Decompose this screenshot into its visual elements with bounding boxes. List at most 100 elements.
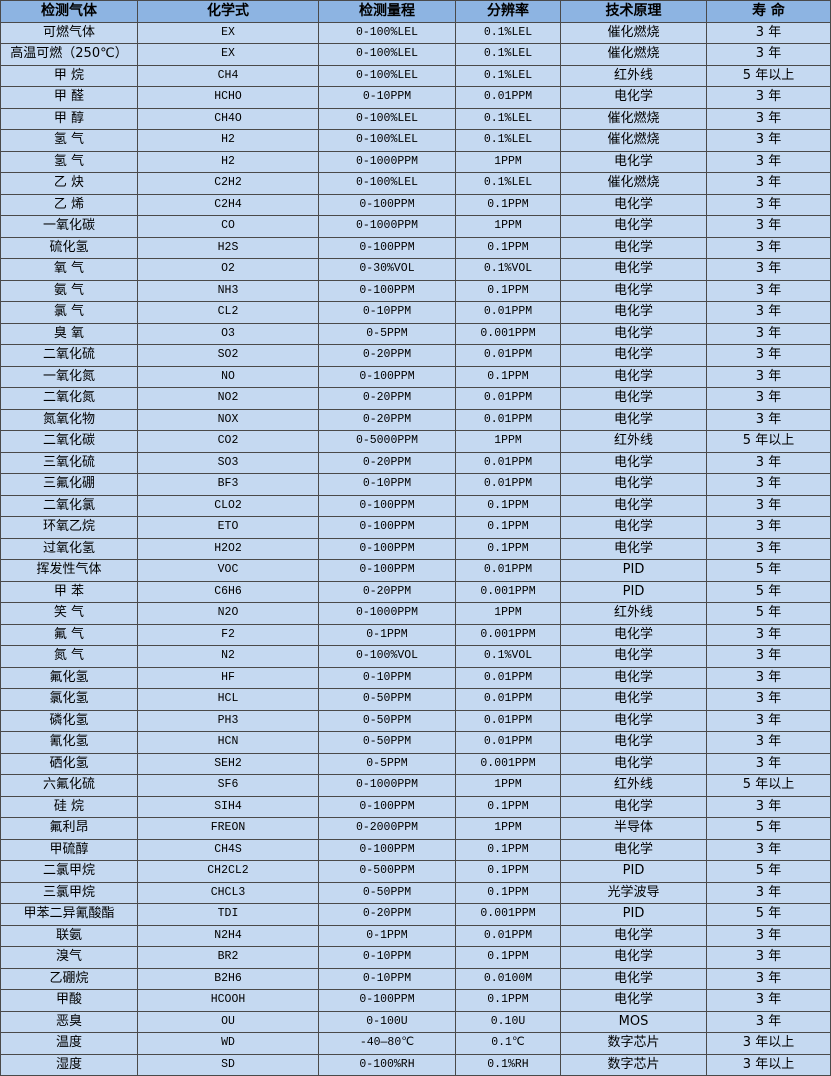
range-cell: 0-100%LEL bbox=[318, 129, 456, 152]
range-cell: 0-1000PPM bbox=[318, 215, 456, 238]
lifespan-cell: 3 年 bbox=[706, 301, 831, 324]
header-resolution: 分辨率 bbox=[455, 0, 561, 23]
range-cell: 0-100%LEL bbox=[318, 21, 456, 44]
gas-name-cell: 氟 气 bbox=[0, 623, 138, 646]
principle-cell: 电化学 bbox=[560, 344, 707, 367]
table-row: 氧 气 O2 0-30%VOL 0.1%VOL 电化学 3 年 bbox=[0, 258, 831, 281]
table-row: 硒化氢 SEH2 0-5PPM 0.001PPM 电化学 3 年 bbox=[0, 752, 831, 775]
table-row: 三氟化硼 BF3 0-10PPM 0.01PPM 电化学 3 年 bbox=[0, 473, 831, 496]
lifespan-cell: 3 年 bbox=[706, 279, 831, 302]
formula-cell: NO bbox=[137, 365, 319, 388]
principle-cell: 电化学 bbox=[560, 236, 707, 259]
range-cell: 0-10PPM bbox=[318, 86, 456, 109]
principle-cell: 电化学 bbox=[560, 666, 707, 689]
formula-cell: NH3 bbox=[137, 279, 319, 302]
gas-name-cell: 氨 气 bbox=[0, 279, 138, 302]
resolution-cell: 0.1PPM bbox=[455, 365, 561, 388]
table-row: 二氧化氯 CLO2 0-100PPM 0.1PPM 电化学 3 年 bbox=[0, 494, 831, 517]
resolution-cell: 0.1%RH bbox=[455, 1053, 561, 1076]
lifespan-cell: 3 年 bbox=[706, 688, 831, 711]
range-cell: 0-20PPM bbox=[318, 344, 456, 367]
formula-cell: SEH2 bbox=[137, 752, 319, 775]
range-cell: 0-1PPM bbox=[318, 924, 456, 947]
principle-cell: PID bbox=[560, 903, 707, 926]
gas-name-cell: 二氧化硫 bbox=[0, 344, 138, 367]
gas-name-cell: 甲 烷 bbox=[0, 64, 138, 87]
formula-cell: CH4S bbox=[137, 838, 319, 861]
resolution-cell: 0.1PPM bbox=[455, 989, 561, 1012]
resolution-cell: 0.01PPM bbox=[455, 709, 561, 732]
principle-cell: 电化学 bbox=[560, 516, 707, 539]
formula-cell: H2O2 bbox=[137, 537, 319, 560]
formula-cell: C6H6 bbox=[137, 580, 319, 603]
range-cell: 0-100PPM bbox=[318, 838, 456, 861]
range-cell: 0-100PPM bbox=[318, 279, 456, 302]
formula-cell: H2 bbox=[137, 129, 319, 152]
table-row: 甲苯二异氰酸酯 TDI 0-20PPM 0.001PPM PID 5 年 bbox=[0, 903, 831, 926]
formula-cell: SF6 bbox=[137, 774, 319, 797]
table-row: 恶臭 OU 0-100U 0.10U MOS 3 年 bbox=[0, 1010, 831, 1033]
resolution-cell: 0.1PPM bbox=[455, 795, 561, 818]
table-row: 氨 气 NH3 0-100PPM 0.1PPM 电化学 3 年 bbox=[0, 279, 831, 302]
resolution-cell: 0.1%LEL bbox=[455, 21, 561, 44]
table-row: 二氧化硫 SO2 0-20PPM 0.01PPM 电化学 3 年 bbox=[0, 344, 831, 367]
table-row: 甲硫醇 CH4S 0-100PPM 0.1PPM 电化学 3 年 bbox=[0, 838, 831, 861]
range-cell: 0-5PPM bbox=[318, 322, 456, 345]
table-row: 氢 气 H2 0-100%LEL 0.1%LEL 催化燃烧 3 年 bbox=[0, 129, 831, 152]
lifespan-cell: 3 年 bbox=[706, 107, 831, 130]
resolution-cell: 0.01PPM bbox=[455, 451, 561, 474]
resolution-cell: 0.001PPM bbox=[455, 903, 561, 926]
table-row: 磷化氢 PH3 0-50PPM 0.01PPM 电化学 3 年 bbox=[0, 709, 831, 732]
table-row: 溴气 BR2 0-10PPM 0.1PPM 电化学 3 年 bbox=[0, 946, 831, 969]
lifespan-cell: 3 年 bbox=[706, 172, 831, 195]
gas-name-cell: 臭 氧 bbox=[0, 322, 138, 345]
table-row: 乙硼烷 B2H6 0-10PPM 0.0100M 电化学 3 年 bbox=[0, 967, 831, 990]
principle-cell: 电化学 bbox=[560, 279, 707, 302]
range-cell: 0-10PPM bbox=[318, 666, 456, 689]
resolution-cell: 0.001PPM bbox=[455, 623, 561, 646]
resolution-cell: 0.1PPM bbox=[455, 838, 561, 861]
lifespan-cell: 5 年以上 bbox=[706, 774, 831, 797]
range-cell: 0-50PPM bbox=[318, 688, 456, 711]
principle-cell: 电化学 bbox=[560, 752, 707, 775]
principle-cell: 数字芯片 bbox=[560, 1032, 707, 1055]
principle-cell: 电化学 bbox=[560, 322, 707, 345]
principle-cell: 电化学 bbox=[560, 473, 707, 496]
principle-cell: 电化学 bbox=[560, 258, 707, 281]
table-row: 氢 气 H2 0-1000PPM 1PPM 电化学 3 年 bbox=[0, 150, 831, 173]
resolution-cell: 1PPM bbox=[455, 215, 561, 238]
range-cell: 0-1PPM bbox=[318, 623, 456, 646]
formula-cell: N2H4 bbox=[137, 924, 319, 947]
formula-cell: SD bbox=[137, 1053, 319, 1076]
resolution-cell: 0.001PPM bbox=[455, 580, 561, 603]
gas-name-cell: 硫化氢 bbox=[0, 236, 138, 259]
resolution-cell: 0.01PPM bbox=[455, 86, 561, 109]
range-cell: 0-5000PPM bbox=[318, 430, 456, 453]
gas-name-cell: 乙 烯 bbox=[0, 193, 138, 216]
resolution-cell: 0.1PPM bbox=[455, 537, 561, 560]
principle-cell: 催化燃烧 bbox=[560, 21, 707, 44]
range-cell: 0-100PPM bbox=[318, 795, 456, 818]
resolution-cell: 0.01PPM bbox=[455, 408, 561, 431]
principle-cell: 电化学 bbox=[560, 623, 707, 646]
lifespan-cell: 3 年 bbox=[706, 946, 831, 969]
gas-name-cell: 过氧化氢 bbox=[0, 537, 138, 560]
table-row: 氟利昂 FREON 0-2000PPM 1PPM 半导体 5 年 bbox=[0, 817, 831, 840]
gas-name-cell: 氢 气 bbox=[0, 129, 138, 152]
principle-cell: 催化燃烧 bbox=[560, 43, 707, 66]
gas-name-cell: 笑 气 bbox=[0, 602, 138, 625]
principle-cell: 电化学 bbox=[560, 86, 707, 109]
resolution-cell: 0.001PPM bbox=[455, 322, 561, 345]
formula-cell: NOX bbox=[137, 408, 319, 431]
principle-cell: 电化学 bbox=[560, 838, 707, 861]
lifespan-cell: 3 年 bbox=[706, 645, 831, 668]
lifespan-cell: 5 年 bbox=[706, 817, 831, 840]
gas-name-cell: 一氧化氮 bbox=[0, 365, 138, 388]
range-cell: 0-10PPM bbox=[318, 967, 456, 990]
formula-cell: N2 bbox=[137, 645, 319, 668]
resolution-cell: 0.1%LEL bbox=[455, 43, 561, 66]
gas-name-cell: 乙硼烷 bbox=[0, 967, 138, 990]
resolution-cell: 0.10U bbox=[455, 1010, 561, 1033]
range-cell: 0-20PPM bbox=[318, 451, 456, 474]
table-header: 检测气体 化学式 检测量程 分辨率 技术原理寿 命 bbox=[0, 0, 831, 23]
